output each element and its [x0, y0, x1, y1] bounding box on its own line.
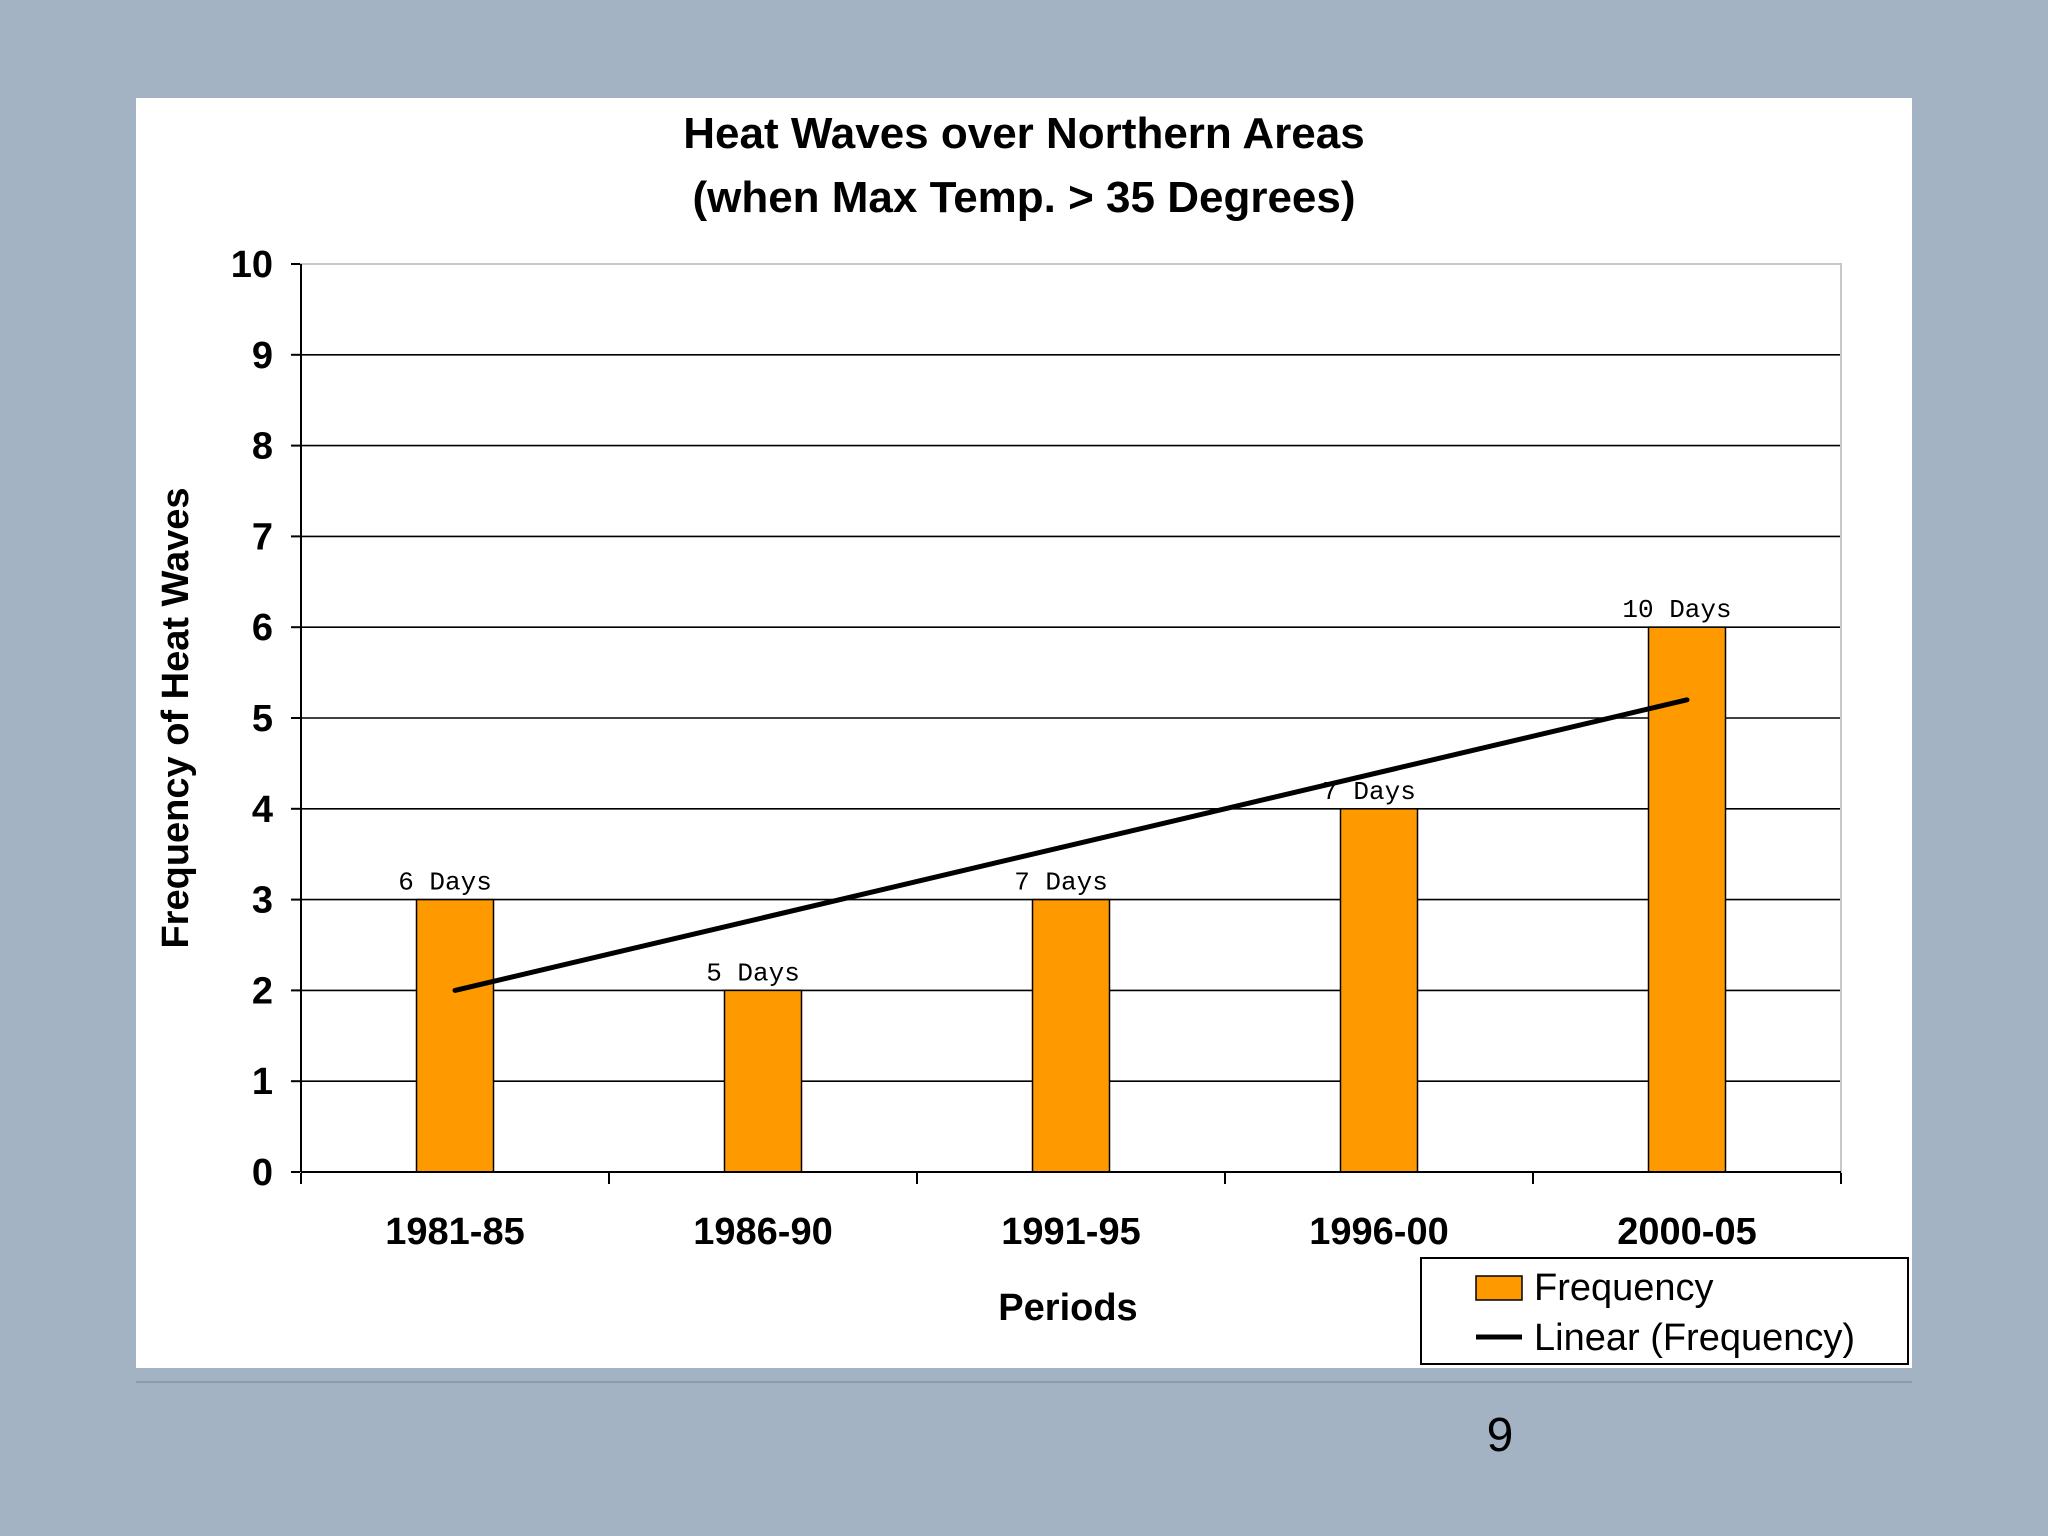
data-label-1986-90: 5 Days [706, 958, 800, 988]
y-tick-label: 8 [252, 426, 273, 468]
y-tick-label: 0 [252, 1152, 273, 1194]
y-tick-label: 2 [252, 970, 273, 1012]
y-tick-label: 7 [252, 516, 273, 558]
x-axis-ticks: 1981-85 1986-90 1991-95 1996-00 2000-05 [300, 1172, 1842, 1253]
legend-label-frequency: Frequency [1534, 1267, 1714, 1309]
chart-title-line-1: Heat Waves over Northern Areas [683, 109, 1364, 158]
gridlines [301, 353, 1841, 1083]
x-tick-label-1996-00: 1996-00 [1309, 1211, 1448, 1253]
y-tick-label: 1 [252, 1061, 273, 1103]
bar-1981-85 [415, 898, 495, 1173]
bars [415, 626, 1727, 1173]
trendline-layer [452, 697, 1690, 993]
bar-1991-95 [1031, 898, 1111, 1173]
chart-panel: Heat Waves over Northern Areas (when Max… [136, 98, 1912, 1368]
bar-1996-00 [1339, 808, 1419, 1173]
chart-title-line-2: (when Max Temp. > 35 Degrees) [692, 173, 1355, 222]
legend: Frequency Linear (Frequency) [1420, 1257, 1909, 1365]
data-label-2000-05: 10 Days [1622, 595, 1731, 625]
x-tick-label-1986-90: 1986-90 [693, 1211, 832, 1253]
y-tick-label: 5 [252, 698, 273, 740]
y-tick-label: 10 [231, 244, 273, 286]
slide-page-number: 9 [1486, 1409, 1514, 1462]
y-axis-label: Frequency of Heat Waves [155, 487, 197, 948]
y-axis-ticks: 0 1 2 3 4 5 6 7 8 9 10 [231, 244, 301, 1194]
bar-2000-05 [1647, 626, 1727, 1173]
y-tick-label: 6 [252, 607, 273, 649]
x-tick-label-1981-85: 1981-85 [385, 1211, 524, 1253]
y-tick-label: 9 [252, 335, 273, 377]
x-tick-label-1991-95: 1991-95 [1001, 1211, 1140, 1253]
trendline-linear-frequency [452, 697, 1690, 993]
data-label-1981-85: 6 Days [398, 868, 492, 898]
data-label-1991-95: 7 Days [1014, 868, 1108, 898]
heat-waves-chart: Heat Waves over Northern Areas (when Max… [155, 109, 1909, 1365]
slide-divider [136, 1381, 1912, 1383]
x-axis-label: Periods [998, 1287, 1137, 1329]
legend-swatch-frequency [1475, 1275, 1523, 1301]
y-tick-label: 4 [252, 789, 273, 831]
x-tick-label-2000-05: 2000-05 [1617, 1211, 1756, 1253]
bar-1986-90 [723, 989, 803, 1173]
legend-label-trendline: Linear (Frequency) [1534, 1317, 1855, 1359]
y-tick-label: 3 [252, 880, 273, 922]
